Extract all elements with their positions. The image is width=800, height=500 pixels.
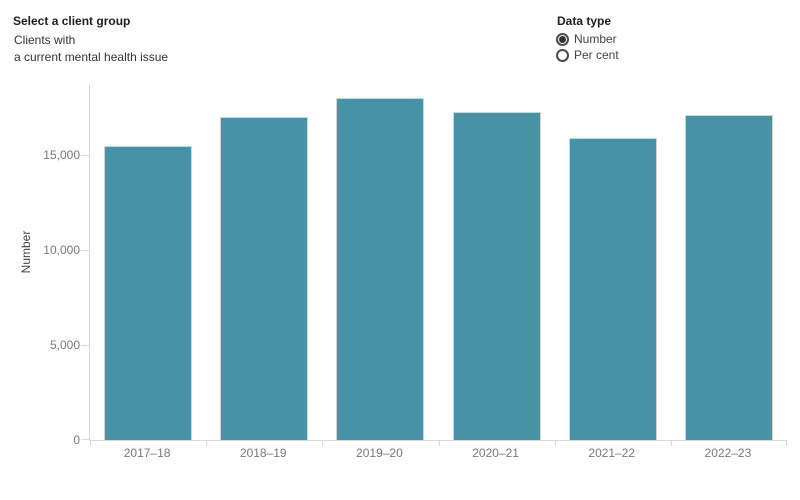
radio-percent-icon[interactable]: [556, 48, 569, 62]
x-tick-label: 2022–23: [704, 446, 752, 460]
client-group-selector[interactable]: Clients with a current mental health iss…: [14, 32, 168, 66]
x-tick-mark: [554, 441, 556, 446]
x-tick-mark: [322, 441, 324, 446]
x-tick-mark: [786, 441, 787, 446]
radio-percent-label[interactable]: Per cent: [574, 48, 619, 62]
y-tick-label: 5,000: [49, 338, 80, 353]
y-tick-mark: [81, 345, 89, 347]
x-tick-label: 2017–18: [123, 446, 171, 460]
radio-number-icon[interactable]: [556, 32, 569, 46]
y-tick-mark: [81, 250, 89, 252]
plot-area: [89, 85, 787, 446]
data-type-label: Data type: [557, 14, 612, 28]
y-tick-label: 15,000: [43, 148, 80, 163]
y-axis: 0 5,000 10,000 15,000: [0, 85, 89, 447]
x-tick-label: 2018–19: [239, 446, 287, 460]
y-tick-label: 0: [73, 433, 80, 447]
x-tick-label: 2020–21: [472, 446, 519, 460]
y-tick-mark: [81, 155, 89, 157]
x-tick-mark: [670, 441, 672, 446]
x-tick-label: 2021–22: [588, 446, 636, 460]
y-tick-mark: [81, 439, 89, 440]
radio-number[interactable]: Number: [556, 31, 617, 47]
bar-2021–22[interactable]: [568, 138, 657, 440]
y-tick-label: 10,000: [43, 243, 80, 258]
bar-2018–19[interactable]: [220, 117, 309, 440]
client-group-value-line2[interactable]: a current mental health issue: [14, 50, 169, 64]
x-axis-labels: 2017–18 2018–19 2019–20 2020–21 2021–22 2022–…: [89, 446, 786, 462]
x-tick-mark: [206, 441, 208, 446]
x-tick-mark: [90, 441, 91, 446]
radio-number-label[interactable]: Number: [574, 32, 617, 46]
client-group-label: Select a client group: [13, 14, 131, 28]
bar-2017–18[interactable]: [104, 146, 193, 440]
bar-2022–23[interactable]: [684, 115, 773, 440]
bar-2019–20[interactable]: [336, 98, 425, 440]
client-group-value-line1[interactable]: Clients with: [14, 33, 76, 47]
radio-percent[interactable]: Per cent: [556, 47, 619, 63]
x-tick-label: 2019–20: [356, 446, 403, 460]
x-tick-mark: [438, 441, 440, 446]
bar-2020–21[interactable]: [452, 112, 541, 440]
